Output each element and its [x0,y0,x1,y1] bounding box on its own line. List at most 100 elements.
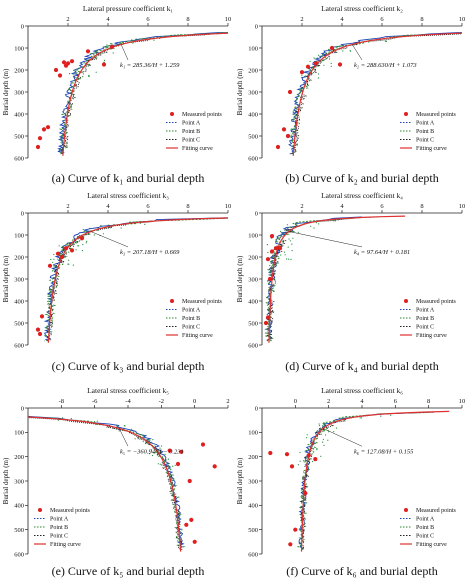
noise-point [286,258,288,260]
legend-point-a-label: Point A [182,121,201,127]
noise-point [82,228,84,231]
y-tick-label: 500 [14,527,24,534]
y-tick-label: 300 [14,478,24,485]
plot-area [28,415,217,552]
noise-point [53,253,55,256]
fitting-curve [47,217,228,343]
y-tick-label: 500 [248,527,258,534]
x-tick-label: 4 [340,16,344,23]
formula-leader [120,44,129,61]
noise-point [153,39,155,41]
fitting-curve [28,416,182,552]
y-tick-label: 0 [255,405,258,412]
point-c-curve [291,33,462,155]
noise-point [328,58,331,60]
x-tick-label: 6 [146,16,150,23]
noise-point [50,258,52,261]
x-tick-label: 4 [106,203,110,210]
noise-point [102,52,104,54]
noise-point [76,240,78,242]
noise-point [468,32,469,33]
noise-point [315,222,318,224]
legend-measured-label: Measured points [182,299,222,305]
noise-point [70,418,72,420]
point-b-curve [263,216,378,342]
measured-point [167,448,172,453]
measured-point [69,59,75,64]
x-tick-label: 4 [106,16,110,23]
noise-point [88,63,90,65]
x-tick-label: 10 [225,16,232,23]
legend-point-a-label: Point A [416,308,435,314]
legend-measured-label: Measured points [182,112,222,118]
x-tick-label: 10 [459,203,466,210]
y-tick-label: 100 [248,45,258,52]
x-tick-label: 8 [427,398,430,405]
x-tick-label: 6 [380,16,384,23]
y-axis-label: Burial depth (m) [236,255,244,302]
measured-point [269,249,275,254]
noise-point [159,463,161,465]
formula-leader [351,44,363,61]
measured-point [263,320,269,326]
measured-point [277,246,283,251]
noise-point [273,256,275,258]
legend-point-a-label: Point A [416,121,435,127]
noise-point [269,264,271,267]
y-tick-label: 600 [248,551,258,558]
y-tick-label: 400 [248,503,258,510]
noise-point [324,422,326,424]
noise-point [94,421,96,423]
noise-point [317,73,319,75]
x-tick-label: 2 [226,398,229,405]
plot-area [275,32,469,156]
measured-point [101,62,107,67]
x-tick-label: 2 [327,398,330,405]
x-tick-label: 0 [294,398,297,405]
x-axis-title: Lateral stress coefficient k₄ [321,191,403,200]
legend-point-b-label: Point B [50,525,68,531]
y-axis-label: Burial depth (m) [236,68,244,115]
legend-measured-label: Measured points [416,299,456,305]
noise-point [317,77,319,79]
noise-point [468,33,469,34]
noise-point [73,69,75,71]
legend-measured-label: Measured points [416,112,456,118]
measured-point [63,246,69,251]
noise-point [144,223,146,225]
noise-point [108,224,110,226]
legend-measured-label: Measured points [50,508,90,514]
point-a-curve [57,31,228,155]
noise-point [53,258,55,260]
measured-point [37,331,43,337]
noise-point [124,425,126,427]
y-axis-label: Burial depth (m) [236,457,244,504]
noise-point [174,464,176,466]
fitting-curve [62,32,228,156]
y-tick-label: 600 [248,155,258,162]
noise-point [81,250,83,252]
y-axis-label: Burial depth (m) [2,457,10,504]
noise-point [321,425,324,427]
y-tick-label: 0 [255,210,258,217]
noise-point [282,240,284,243]
y-tick-label: 400 [248,298,258,305]
noise-point [105,47,107,49]
noise-point [292,237,294,239]
y-axis-label: Burial depth (m) [2,68,10,115]
noise-point [153,452,155,454]
noise-point [313,68,315,70]
x-tick-label: 8 [420,16,423,23]
noise-point [316,449,318,451]
noise-point [318,425,321,427]
noise-point [297,222,299,224]
noise-point [118,430,120,432]
plot-area [35,217,228,343]
formula-leader [288,231,363,248]
noise-point [100,53,102,55]
noise-point [360,417,362,419]
x-axis-title: Lateral stress coefficient k₃ [87,191,169,200]
noise-point [328,431,330,433]
point-a-curve [43,217,228,342]
measured-point [285,133,291,139]
